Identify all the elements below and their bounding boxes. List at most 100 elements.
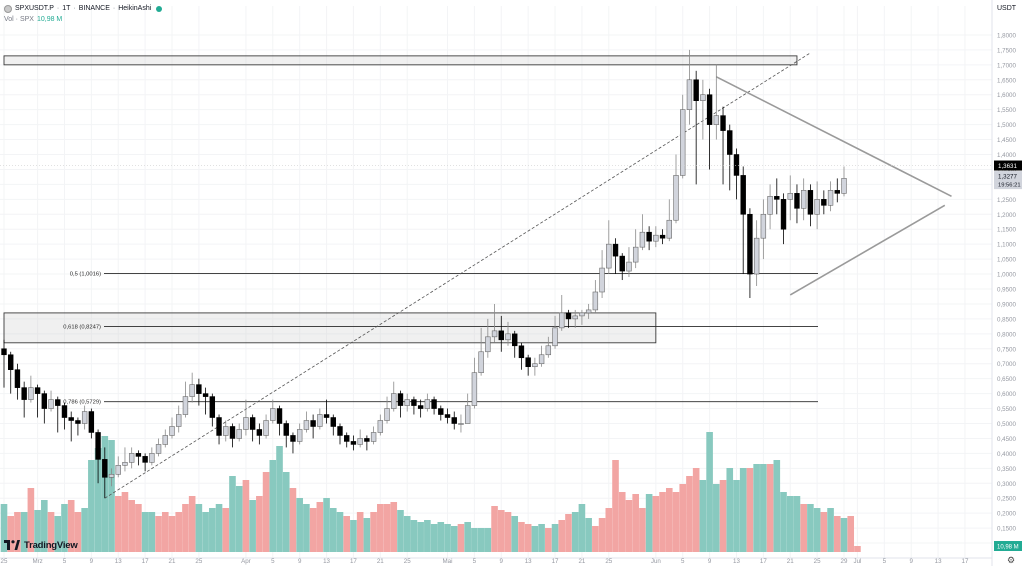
- volume-bar: [209, 508, 216, 552]
- candle-body: [747, 213, 753, 275]
- volume-bar: [450, 526, 458, 552]
- price-tick-label: 1,1500: [997, 227, 1016, 234]
- time-tick-label: 21: [169, 558, 176, 565]
- volume-bar: [329, 508, 337, 552]
- zone-layer: [3, 55, 798, 344]
- candle-body: [155, 444, 162, 454]
- candle: [821, 190, 827, 215]
- volume-bar: [195, 504, 203, 552]
- candle: [142, 453, 148, 472]
- current-price-badge: [994, 171, 1022, 190]
- candle: [236, 423, 242, 442]
- time-tick-label: 25: [195, 558, 202, 565]
- current-price-text: 1,3277: [998, 174, 1017, 181]
- volume-bar: [108, 440, 115, 552]
- volume-bar: [343, 516, 351, 552]
- candle-body: [767, 196, 773, 215]
- volume-bar: [41, 500, 48, 552]
- gear-icon[interactable]: ⚙: [1006, 555, 1016, 565]
- candle-body: [303, 420, 310, 430]
- candle: [397, 390, 404, 418]
- candle: [249, 414, 256, 442]
- volume-bar: [168, 516, 176, 552]
- candle: [411, 396, 417, 415]
- candle-body: [626, 261, 632, 272]
- price-tick-label: 0,6500: [997, 376, 1016, 383]
- volume-bar: [598, 518, 606, 552]
- volume-bar: [410, 520, 418, 552]
- candle-body: [169, 426, 175, 436]
- candle: [61, 402, 68, 430]
- volume-bar: [202, 512, 209, 552]
- candle-body: [28, 387, 34, 400]
- volume-bar: [316, 502, 324, 552]
- volume-bar: [7, 516, 15, 552]
- candle-body: [102, 459, 108, 478]
- volume-bar: [121, 492, 129, 552]
- volume-bar: [585, 518, 592, 552]
- price-tick-label: 0,2000: [997, 511, 1016, 518]
- volume-bar: [417, 522, 424, 552]
- volume-bar: [746, 468, 754, 552]
- currency-label[interactable]: USDT: [997, 5, 1017, 12]
- candle: [794, 184, 800, 224]
- candle: [753, 220, 760, 287]
- volume-bar: [269, 460, 277, 552]
- time-tick-label: 13: [733, 558, 740, 565]
- candle: [81, 405, 88, 430]
- candle: [579, 309, 585, 325]
- time-tick-label: 9: [909, 558, 913, 565]
- candle: [700, 79, 706, 140]
- candle: [364, 435, 370, 451]
- candle: [189, 372, 195, 403]
- time-tick-label: 9: [708, 558, 712, 565]
- candle-body: [48, 399, 54, 409]
- volume-bar: [639, 508, 646, 552]
- candle: [800, 178, 807, 221]
- market-status-icon: [156, 5, 163, 12]
- candle-body: [814, 199, 820, 215]
- time-tick-label: 17: [142, 558, 149, 565]
- volume-bar: [282, 472, 290, 552]
- symbol-name[interactable]: SPXUSDT.P: [15, 5, 54, 12]
- candle-body: [606, 243, 612, 269]
- volume-bar: [518, 522, 525, 552]
- candle-body: [727, 130, 733, 155]
- candle-body: [8, 354, 14, 370]
- tradingview-logo[interactable]: TradingView: [4, 538, 78, 552]
- interval-label[interactable]: 1T: [62, 5, 71, 12]
- price-tick-label: 1,8000: [997, 32, 1016, 39]
- volume-bar: [760, 464, 767, 552]
- candle-body: [431, 399, 437, 409]
- volume-bar: [363, 518, 371, 552]
- triangle-lower-line: [789, 204, 946, 296]
- candle: [162, 429, 168, 448]
- candle-body: [81, 411, 88, 424]
- volume-bar: [800, 504, 807, 552]
- candle: [95, 429, 101, 484]
- volume-bar: [0, 504, 8, 552]
- candle: [283, 420, 289, 448]
- volume-bar: [672, 492, 680, 552]
- candle: [350, 435, 357, 451]
- candle: [149, 447, 155, 466]
- time-tick-label: Mai: [443, 558, 453, 565]
- volume-bar: [807, 504, 814, 552]
- volume-row[interactable]: Vol · SPX 10,98 M: [4, 14, 162, 25]
- volume-bar: [477, 528, 485, 552]
- candle-body: [350, 441, 357, 445]
- symbol-row[interactable]: SPXUSDT.P · 1T · BINANCE · HeikinAshi: [4, 3, 163, 14]
- volume-bar: [249, 500, 256, 552]
- volume-bar: [565, 514, 572, 552]
- candle-body: [202, 393, 209, 397]
- candle: [538, 345, 545, 367]
- volume-bar: [47, 512, 55, 552]
- candle: [290, 432, 296, 454]
- candle: [75, 417, 81, 436]
- candle: [344, 432, 350, 448]
- time-tick-label: 13: [115, 558, 122, 565]
- volume-bar: [424, 520, 431, 552]
